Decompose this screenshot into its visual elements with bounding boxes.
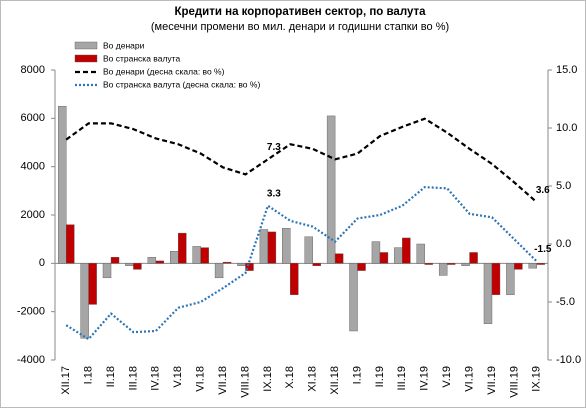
bar [214, 263, 224, 279]
x-tick-label: XII.18 [329, 366, 341, 395]
bar [438, 263, 448, 276]
bar [446, 263, 456, 265]
bar [349, 263, 358, 332]
bar [461, 263, 470, 266]
bar [200, 247, 209, 264]
bar [259, 229, 269, 264]
bar [536, 263, 545, 265]
bar [334, 253, 344, 264]
x-tick-label: VI.19 [463, 366, 475, 392]
bar [125, 263, 134, 266]
bar [88, 263, 97, 305]
x-tick-label: IX.19 [531, 366, 543, 392]
data-label: -1.5 [534, 244, 552, 255]
y2-tick-label: 10.0 [556, 122, 577, 134]
x-tick-label: III.18 [127, 366, 139, 390]
x-tick-label: V.18 [172, 366, 184, 388]
bar [528, 263, 537, 269]
legend-swatch [74, 54, 98, 63]
bar [147, 257, 157, 264]
y-tick-label: 6000 [21, 112, 45, 124]
bar [424, 263, 433, 265]
bar [155, 260, 165, 264]
y-tick-label: 4000 [21, 161, 45, 173]
y2-tick-label: 15.0 [556, 64, 577, 76]
bar [222, 261, 232, 264]
y2-tick-label: 5.0 [556, 180, 571, 192]
bar [416, 243, 425, 264]
bar [192, 246, 201, 264]
bar [178, 232, 187, 264]
x-tick-label: I.19 [351, 366, 363, 384]
x-tick-label: V.19 [441, 366, 453, 388]
bar [58, 106, 67, 264]
x-tick-label: XI.18 [307, 366, 319, 392]
y-tick-label: -4000 [17, 354, 45, 366]
bar [491, 263, 501, 295]
y-tick-label: -2000 [17, 306, 45, 318]
bar [394, 247, 403, 264]
bar [80, 263, 89, 339]
x-tick-label: I.18 [83, 366, 95, 384]
y-tick-label: 2000 [21, 209, 45, 221]
x-tick-label: II.19 [374, 366, 386, 387]
legend-label: Во странска валута [103, 53, 180, 63]
legend-label: Во денари [103, 40, 145, 50]
y-tick-label: 0 [39, 257, 45, 269]
bar [326, 115, 336, 264]
line [65, 117, 538, 204]
x-tick-label: VII.18 [217, 366, 229, 395]
bar [402, 237, 411, 264]
bar [102, 263, 112, 279]
bar [469, 252, 478, 264]
x-tick-label: X.18 [284, 366, 296, 389]
x-tick-label: VI.18 [195, 366, 207, 392]
legend-swatch [74, 41, 98, 50]
y2-tick-label: -10.0 [556, 354, 581, 366]
data-label: 7.3 [267, 142, 281, 153]
bar [304, 236, 313, 264]
y-tick-label: 8000 [21, 64, 45, 76]
x-tick-label: III.19 [396, 366, 408, 390]
bar [312, 263, 321, 266]
line [65, 186, 538, 341]
x-tick-label: VII.19 [486, 366, 498, 395]
y2-tick-label: 0.0 [556, 238, 571, 250]
bar [371, 241, 381, 264]
bar [133, 263, 142, 270]
bar [170, 251, 179, 264]
x-tick-label: IV.19 [419, 366, 431, 391]
bar [237, 263, 246, 266]
data-label: 3.6 [536, 185, 550, 196]
bar [110, 257, 120, 264]
bar [290, 263, 299, 295]
bar [379, 252, 389, 264]
legend-label: Во денари (десна скала: во %) [103, 66, 225, 76]
x-tick-label: II.18 [105, 366, 117, 387]
x-tick-label: VIII.18 [239, 366, 251, 398]
data-label: 3.3 [267, 188, 281, 199]
bar [282, 228, 291, 264]
bar [66, 224, 75, 264]
legend-label: Во странска валута (десна скала: во %) [103, 79, 260, 89]
y2-tick-label: -5.0 [556, 296, 575, 308]
x-tick-label: IX.18 [262, 366, 274, 392]
bar [267, 231, 277, 264]
x-tick-label: VIII.19 [508, 366, 520, 398]
chart-title: Кредити на корпоративен сектор, по валут… [174, 6, 426, 18]
bar [483, 263, 493, 324]
bar [245, 263, 254, 271]
bar [506, 263, 515, 295]
chart-subtitle: (месечни промени во мил. денари и годишн… [151, 21, 449, 33]
x-tick-label: XII.17 [60, 366, 72, 395]
bar [357, 263, 366, 271]
bar [514, 263, 523, 270]
x-tick-label: IV.18 [150, 366, 162, 391]
